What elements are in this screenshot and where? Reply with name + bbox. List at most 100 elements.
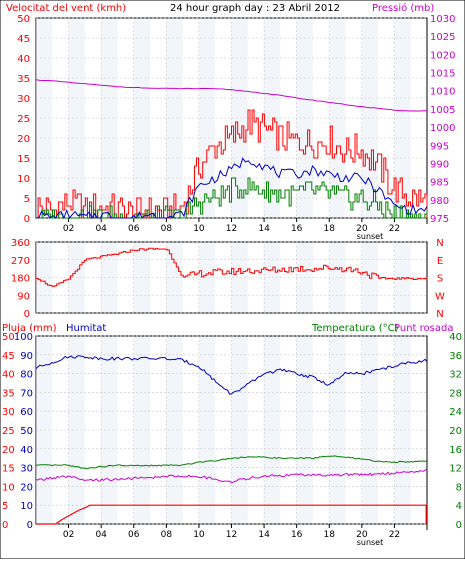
- wind-xtick-label: 06: [128, 224, 140, 234]
- rain-ytick-label: 5: [2, 501, 8, 512]
- dewpoint-line: [35, 468, 428, 484]
- climate-xtick-label: 22: [389, 530, 400, 540]
- humidity-ytick-label: 100: [14, 332, 33, 343]
- humidity-ytick-label: 20: [20, 482, 33, 493]
- wind-hour-band: [231, 18, 248, 218]
- climate-xtick-label: 06: [128, 530, 140, 540]
- rain-ytick-label: 0: [2, 520, 8, 531]
- temperature-line: [35, 455, 428, 470]
- wind-xtick-label: 18: [324, 224, 336, 234]
- pressure-ytick-label: 990: [430, 159, 449, 170]
- temperature-ytick-label: 0: [456, 520, 462, 531]
- wind-speed-line: [36, 109, 428, 219]
- wind-ytick-label: 5: [24, 194, 30, 205]
- wind-xtick-label: 14: [258, 224, 270, 234]
- pressure-ytick-label: 975: [430, 214, 449, 225]
- direction-hour-band: [166, 242, 183, 313]
- temperature-ytick-label: 12: [449, 464, 462, 475]
- wind-xtick-label: 04: [95, 224, 107, 234]
- climate-hour-band: [231, 336, 248, 524]
- rain-ytick-label: 35: [2, 388, 15, 399]
- pressure-ytick-label: 980: [430, 196, 449, 207]
- pressure-line: [35, 79, 428, 112]
- temperature-ytick-label: 16: [449, 445, 462, 456]
- wind-ytick-label: 0: [24, 214, 30, 225]
- direction-ytick-label: 0: [24, 309, 30, 320]
- pressure-ytick-label: 985: [430, 178, 449, 189]
- temperature-ytick-label: 40: [449, 332, 462, 343]
- wind-ytick-label: 40: [17, 54, 30, 65]
- direction-compass-label: N: [436, 238, 443, 249]
- climate-xtick-label: 08: [161, 530, 173, 540]
- pressure-ytick-label: 1020: [430, 50, 455, 61]
- rain-ytick-label: 15: [2, 464, 15, 475]
- pressure-ytick-label: 995: [430, 141, 449, 152]
- sunset-label-bottom: sunset: [357, 538, 384, 547]
- temperature-ytick-label: 24: [449, 407, 462, 418]
- rain-ytick-label: 45: [2, 351, 15, 362]
- climate-xtick-label: 12: [226, 530, 237, 540]
- rain-ytick-label: 50: [2, 332, 15, 343]
- direction-compass-label: N: [436, 309, 443, 320]
- wind-ytick-label: 25: [17, 114, 30, 125]
- direction-compass-label: E: [437, 256, 443, 267]
- wind-ytick-label: 35: [17, 74, 30, 85]
- humidity-ytick-label: 70: [20, 388, 33, 399]
- rain-axis-title: Pluja (mm): [2, 323, 57, 334]
- climate-xtick-label: 02: [63, 530, 74, 540]
- climate-xtick-label: 20: [356, 530, 368, 540]
- climate-xtick-label: 18: [324, 530, 336, 540]
- wind-ytick-label: 50: [17, 14, 30, 25]
- wind-hour-band: [166, 18, 183, 218]
- temperature-axis-title: Temperatura (°C): [311, 323, 399, 334]
- direction-ytick-label: 360: [11, 238, 30, 249]
- humidity-ytick-label: 0: [27, 520, 33, 531]
- wind-xtick-label: 12: [226, 224, 237, 234]
- pressure-ytick-label: 1030: [430, 14, 455, 25]
- chart-title: 24 hour graph day : 23 Abril 2012: [170, 3, 340, 14]
- pressure-axis-title: Pressió (mb): [372, 2, 434, 14]
- rain-line: [36, 504, 427, 525]
- pressure-ytick-label: 1005: [430, 105, 455, 116]
- humidity-ytick-label: 90: [20, 351, 33, 362]
- direction-compass-label: S: [437, 274, 443, 285]
- pressure-ytick-label: 1015: [430, 69, 455, 80]
- direction-hour-band: [198, 242, 216, 313]
- climate-hour-band: [394, 336, 411, 524]
- direction-ytick-label: 90: [17, 291, 30, 302]
- wind-ytick-label: 15: [17, 154, 30, 165]
- humidity-ytick-label: 80: [20, 370, 33, 381]
- wind-xtick-label: 02: [63, 224, 74, 234]
- humidity-line: [35, 355, 428, 395]
- climate-hour-band: [166, 336, 183, 524]
- humidity-ytick-label: 60: [20, 407, 33, 418]
- wind-xtick-label: 08: [161, 224, 173, 234]
- humidity-ytick-label: 40: [20, 445, 33, 456]
- dewpoint-axis-title: Punt rosada: [394, 323, 453, 334]
- humidity-ytick-label: 50: [20, 426, 33, 437]
- climate-xtick-label: 16: [291, 530, 303, 540]
- rain-ytick-label: 30: [2, 407, 15, 418]
- sunset-label-top: sunset: [357, 232, 384, 241]
- temperature-ytick-label: 32: [449, 370, 462, 381]
- wind-xtick-label: 10: [193, 224, 205, 234]
- temperature-ytick-label: 8: [456, 482, 462, 493]
- pressure-ytick-label: 1025: [430, 32, 455, 43]
- climate-xtick-label: 04: [95, 530, 107, 540]
- wind-ytick-label: 30: [17, 94, 30, 105]
- wind-axis-title: Velocitat del vent (kmh): [6, 3, 126, 14]
- direction-ytick-label: 270: [11, 256, 30, 267]
- wind-min-line: [36, 177, 428, 219]
- humidity-ytick-label: 30: [20, 464, 33, 475]
- wind-hour-band: [394, 18, 411, 218]
- direction-hour-band: [231, 242, 248, 313]
- wind-xtick-label: 20: [356, 224, 368, 234]
- wind-ytick-label: 45: [17, 34, 30, 45]
- temperature-ytick-label: 28: [449, 388, 462, 399]
- rain-ytick-label: 40: [2, 370, 15, 381]
- rain-ytick-label: 20: [2, 445, 15, 456]
- direction-ytick-label: 180: [11, 274, 30, 285]
- pressure-ytick-label: 1000: [430, 123, 455, 134]
